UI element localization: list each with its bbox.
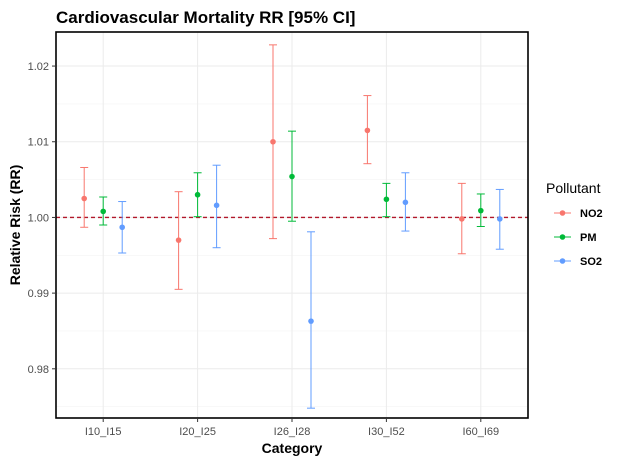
data-point xyxy=(81,195,87,202)
error-bar-so2-i30_i52 xyxy=(401,172,410,232)
error-bar-pm-i60_i69 xyxy=(476,193,485,228)
data-point xyxy=(402,199,409,206)
data-point xyxy=(478,207,484,214)
error-bar-no2-i10_i15 xyxy=(80,166,89,228)
x-tick-label: I60_I69 xyxy=(462,426,499,438)
x-tick-label: I26_I28 xyxy=(274,426,311,438)
error-bar-pm-i20_i25 xyxy=(193,172,202,218)
error-bar-pm-i10_i15 xyxy=(99,196,108,226)
legend-label: NO2 xyxy=(580,208,603,220)
legend-label: PM xyxy=(580,232,597,244)
data-point xyxy=(308,318,314,324)
legend-key-point xyxy=(559,234,566,240)
y-tick-label: 0.98 xyxy=(28,364,49,376)
error-bar-no2-i60_i69 xyxy=(457,182,466,255)
legend-item-so2: SO2 xyxy=(554,256,602,268)
x-axis-title: Category xyxy=(262,440,323,456)
y-tick-label: 0.99 xyxy=(28,288,49,300)
data-point xyxy=(459,216,465,222)
data-point xyxy=(270,138,276,145)
data-point xyxy=(194,191,201,198)
y-axis-ticks: 0.98 0.99 1.00 1.01 1.02 xyxy=(28,61,56,376)
legend: Pollutant NO2 PM SO2 xyxy=(546,180,603,268)
error-bar-so2-i26_i28 xyxy=(307,231,315,409)
error-bar-no2-i20_i25 xyxy=(174,191,183,290)
error-bar-no2-i30_i52 xyxy=(363,95,372,165)
x-tick-label: I30_I52 xyxy=(368,426,405,438)
x-tick-label: I10_I15 xyxy=(85,426,122,438)
legend-title: Pollutant xyxy=(546,180,601,196)
error-bar-so2-i20_i25 xyxy=(212,164,221,249)
data-point xyxy=(289,173,295,180)
legend-key-point xyxy=(559,258,566,264)
data-point xyxy=(383,196,390,203)
legend-item-pm: PM xyxy=(554,232,597,244)
legend-item-no2: NO2 xyxy=(554,208,603,220)
data-point xyxy=(497,216,503,222)
data-point xyxy=(119,224,125,231)
error-bar-so2-i60_i69 xyxy=(495,188,504,250)
data-point xyxy=(364,127,371,134)
y-tick-label: 1.00 xyxy=(28,212,49,224)
data-point xyxy=(175,237,182,243)
y-tick-label: 1.02 xyxy=(28,61,49,73)
data-point xyxy=(213,202,220,209)
chart-title: Cardiovascular Mortality RR [95% CI] xyxy=(56,8,355,27)
legend-label: SO2 xyxy=(580,256,602,268)
legend-key-point xyxy=(559,210,566,216)
error-bar-pm-i26_i28 xyxy=(288,130,296,222)
y-axis-title: Relative Risk (RR) xyxy=(7,165,23,286)
error-bar-so2-i10_i15 xyxy=(118,201,127,254)
data-marks xyxy=(80,44,504,409)
error-bar-no2-i26_i28 xyxy=(269,44,277,240)
y-tick-label: 1.01 xyxy=(28,137,49,149)
data-point xyxy=(100,208,106,215)
x-tick-label: I20_I25 xyxy=(179,426,216,438)
x-axis-ticks: I10_I15 I20_I25 I26_I28 I30_I52 I60_I69 xyxy=(85,418,499,438)
error-bar-pm-i30_i52 xyxy=(382,182,391,218)
